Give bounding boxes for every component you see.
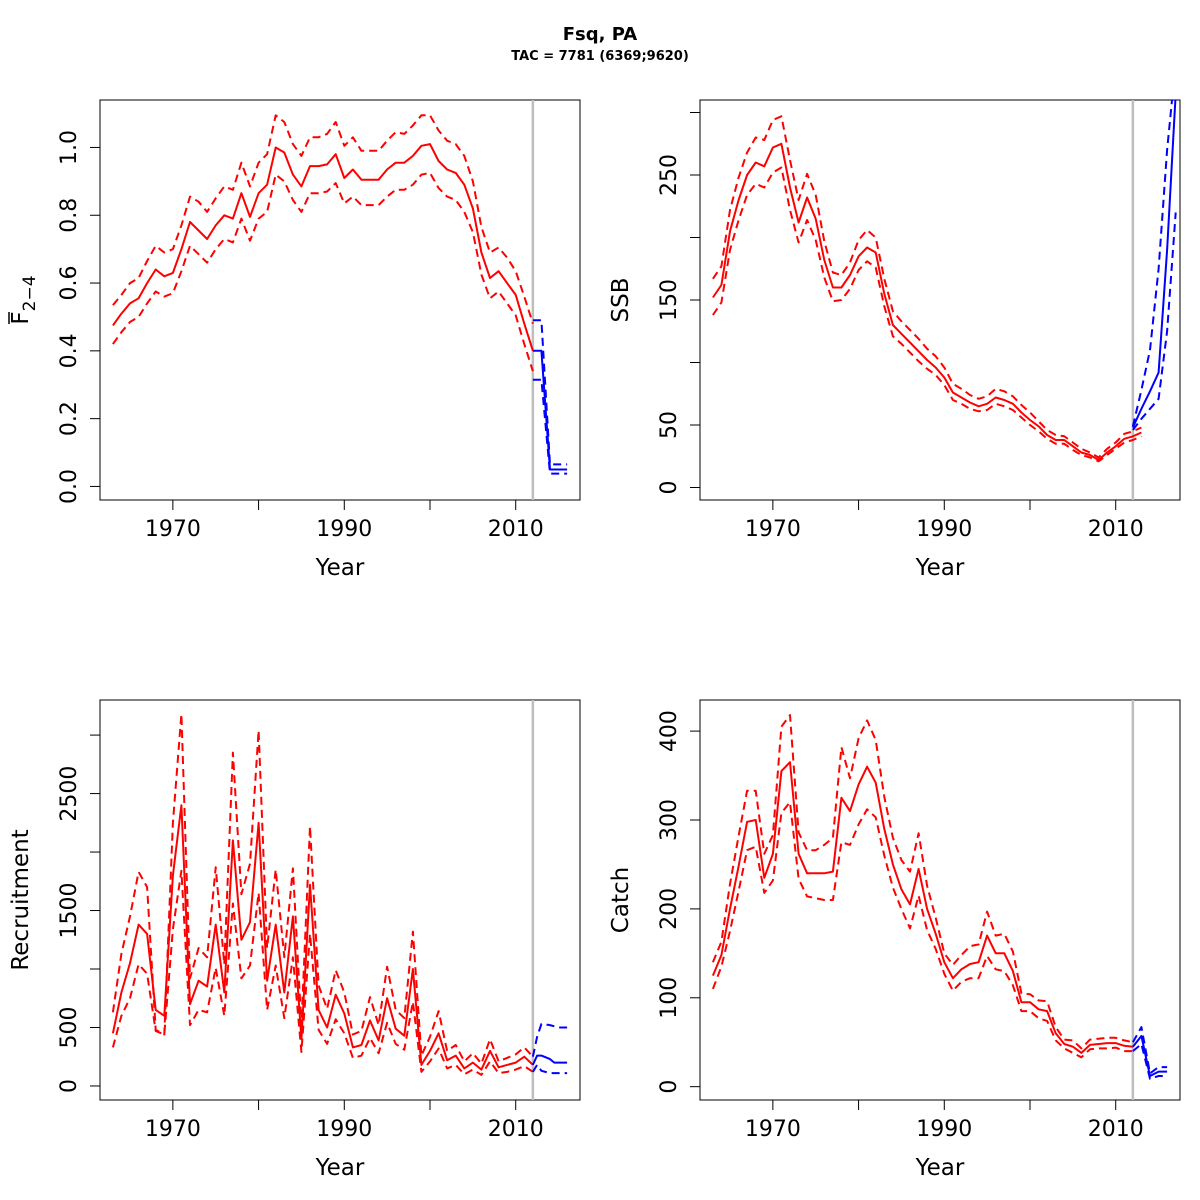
fbar-forecast-estimate-line	[532, 349, 568, 471]
catch-x-tick-label: 1970	[745, 1117, 801, 1142]
catch-x-tick-label: 2010	[1088, 1117, 1144, 1142]
catch-plot-frame	[699, 699, 1181, 1101]
ssb-x-tick-label: 2010	[1088, 517, 1144, 542]
recruitment-forecast-bound-line	[532, 1063, 568, 1075]
recruitment-forecast-estimate-line	[531, 1054, 568, 1066]
fbar-forecast-bound-line	[532, 378, 568, 475]
fbar-y-axis-label-sub: 2−4	[20, 275, 40, 311]
ssb-y-tick-label: 50	[657, 411, 682, 439]
ssb-x-axis-label: Year	[915, 555, 965, 581]
fbar-history-estimate-line	[112, 143, 534, 352]
recruitment-history-bound-line	[111, 713, 534, 1065]
fbar-panel: 1970 1990 2010 0.0 0.2 0.4 0.6 0.8 1.0 Year F2−4	[8, 99, 581, 581]
fbar-y-tick-label: 0.0	[57, 469, 82, 504]
catch-y-tick-label: 400	[657, 710, 682, 752]
figure-subtitle: TAC = 7781 (6369;9620)	[511, 49, 689, 64]
recruitment-x-tick-label: 1970	[145, 1117, 201, 1142]
fbar-y-axis-label-main: F	[8, 311, 34, 324]
ssb-series-group	[712, 100, 1177, 463]
catch-x-axis-label: Year	[915, 1155, 965, 1181]
ssb-x-tick-label: 1970	[745, 517, 801, 542]
recruitment-history-estimate-line	[111, 804, 534, 1071]
ssb-panel: 1970 1990 2010 0 50 150 250 Year SSB	[608, 99, 1181, 581]
recruitment-x-tick-label: 2010	[488, 1117, 544, 1142]
recruitment-y-tick-label: 1500	[57, 883, 82, 939]
catch-forecast-bound-line	[1132, 1026, 1168, 1075]
catch-y-axis-label: Catch	[608, 867, 634, 933]
recruitment-x-axis-label: Year	[315, 1155, 365, 1181]
recruitment-y-tick-label: 0	[57, 1079, 82, 1093]
fbar-y-axis-label: F2−4	[8, 275, 40, 324]
ssb-forecast-estimate-line	[1131, 100, 1177, 428]
recruitment-series-group	[111, 713, 568, 1076]
catch-forecast-bound-line	[1132, 1043, 1168, 1080]
catch-y-tick-label: 0	[657, 1080, 682, 1094]
fbar-series-group	[112, 114, 568, 475]
recruitment-y-axis-label: Recruitment	[8, 829, 34, 970]
fbar-plot-frame	[99, 99, 581, 501]
fbar-y-tick-label: 1.0	[57, 130, 82, 165]
catch-forecast-estimate-line	[1132, 1035, 1168, 1077]
ssb-x-tick-label: 1990	[916, 517, 972, 542]
ssb-forecast-bound-line	[1132, 212, 1177, 431]
fbar-y-tick-label: 0.2	[57, 401, 82, 436]
ssb-y-tick-label: 250	[657, 154, 682, 196]
recruitment-x-tick-label: 1990	[316, 1117, 372, 1142]
ssb-forecast-bound-line	[1131, 100, 1174, 427]
ssb-history-bound-line	[712, 166, 1142, 463]
recruitment-y-tick-label: 2500	[57, 766, 82, 822]
fbar-x-tick-label: 2010	[488, 517, 544, 542]
catch-series-group	[711, 714, 1168, 1080]
fbar-y-tick-label: 0.4	[57, 333, 82, 368]
fbar-x-tick-label: 1970	[145, 517, 201, 542]
catch-x-tick-label: 1990	[916, 1117, 972, 1142]
catch-history-estimate-line	[711, 761, 1134, 1054]
catch-history-bound-line	[711, 714, 1134, 1050]
catch-panel: 1970 1990 2010 0 100 200 300 400 Year Catch	[608, 699, 1181, 1181]
catch-y-tick-label: 100	[657, 977, 682, 1019]
recruitment-forecast-bound-line	[531, 1023, 568, 1057]
fbar-x-axis-label: Year	[315, 555, 365, 581]
recruitment-history-bound-line	[111, 869, 534, 1076]
fbar-history-bound-line	[112, 114, 534, 325]
recruitment-plot-frame	[99, 699, 581, 1101]
recruitment-y-tick-label: 500	[57, 1006, 82, 1048]
fbar-forecast-bound-line	[532, 319, 568, 466]
ssb-plot-frame	[699, 99, 1181, 501]
recruitment-panel: 1970 1990 2010 0 500 1500 2500 Year Recruitment	[8, 699, 581, 1181]
fbar-y-tick-label: 0.8	[57, 198, 82, 233]
figure-title: Fsq, PA	[563, 24, 638, 45]
fbar-x-tick-label: 1990	[316, 517, 372, 542]
ssb-y-tick-label: 150	[657, 279, 682, 321]
catch-history-bound-line	[711, 801, 1133, 1059]
ssb-history-estimate-line	[712, 142, 1142, 461]
catch-y-tick-label: 200	[657, 888, 682, 930]
ssb-history-bound-line	[712, 115, 1142, 459]
catch-y-tick-label: 300	[657, 799, 682, 841]
ssb-y-tick-label: 0	[657, 481, 682, 495]
fbar-y-tick-label: 0.6	[57, 266, 82, 301]
ssb-y-axis-label: SSB	[608, 278, 634, 323]
